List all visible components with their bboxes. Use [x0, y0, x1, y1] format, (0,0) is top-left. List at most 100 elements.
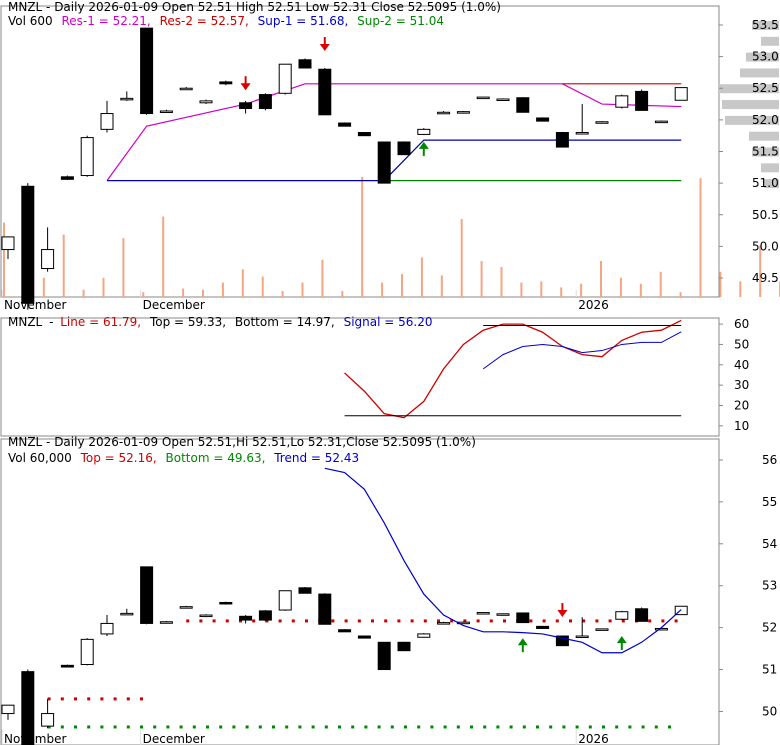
candle-body: [575, 635, 589, 639]
price-chart-title: MNZL - Daily 2026-01-09 Open 52.51 High …: [8, 0, 501, 14]
price-volume-panel: 53.5 53.0 52.5 52.0 51.5 51.0 50.5 50.0 49.5 Nov…: [0, 0, 780, 312]
volume-profile-bar: [725, 115, 779, 125]
top-level-dot: [291, 619, 295, 623]
top-level-dot: [648, 619, 652, 623]
top-level-dot: [437, 619, 440, 623]
candle-body: [595, 628, 609, 631]
volume-profile-bar: [719, 84, 779, 94]
candle-body: [338, 629, 352, 633]
buy-arrow-head: [616, 636, 627, 644]
oscillator-name: MNZL: [8, 315, 43, 329]
candle-body: [674, 87, 688, 101]
candle-body: [21, 671, 35, 745]
candle-body: [615, 611, 629, 620]
candle-body: [516, 97, 530, 113]
candle-body: [219, 81, 233, 85]
volume-profile-bar: [740, 68, 779, 78]
volume-bar: [82, 289, 85, 297]
price-tick-label: 50.0: [752, 239, 779, 253]
bottom-level-dot: [641, 725, 645, 729]
bottom-level-dot: [179, 725, 183, 729]
price-tick-label: 50.5: [752, 208, 779, 222]
candle-body: [239, 102, 253, 109]
top-level-dot: [278, 619, 282, 623]
early-level-dot: [100, 697, 104, 701]
top-level-dot: [503, 619, 506, 623]
top-label: Top = 59.33,: [149, 315, 226, 329]
volume-bar: [122, 238, 125, 297]
level-dots: [47, 619, 678, 729]
x-tick-label: December: [143, 732, 205, 745]
trend-tick-label: 56: [762, 453, 777, 467]
price-x-axis: November December 2026: [1, 290, 609, 312]
svg-text:Vol 600 Res-1 = 52.21,: Vol 600 Res-1 = 52.21, Res-2 = 52.57, Su…: [8, 14, 444, 28]
res-sup-lines: [106, 83, 682, 182]
top-level-dot: [186, 619, 190, 623]
trend-vol-label: Vol 60,000: [8, 451, 72, 465]
trend-tick-label: 53: [762, 579, 777, 593]
candle-body: [1, 236, 15, 251]
candle-body: [417, 633, 431, 638]
top-level-dot: [582, 619, 586, 623]
bottom-level-dot: [351, 725, 355, 729]
bottom-level-dot: [298, 725, 302, 729]
price-y-axis: 53.5 53.0 52.5 52.0 51.5 51.0 50.5 50.0 49.5: [719, 18, 779, 285]
candle-body: [476, 96, 490, 100]
bottom-level-dot: [74, 725, 77, 729]
top-level-dot: [555, 619, 559, 623]
candle-body: [140, 27, 154, 115]
volume-bar: [580, 283, 583, 297]
top-level-dot: [423, 619, 427, 623]
line-sup-1: [107, 139, 682, 182]
bottom-level-dot: [311, 725, 315, 729]
trend-panel: 56 55 54 53 52 51 50 November December 2026 MNZL…: [0, 435, 777, 745]
volume-profile-bar: [746, 52, 779, 62]
oscillator-tick-label: 40: [734, 358, 749, 372]
bottom-level-dot: [509, 725, 513, 729]
candle-body: [318, 68, 332, 116]
bottom-level-dot: [206, 725, 209, 729]
oscillator-y-axis: 60 50 40 30 20 10: [719, 317, 749, 433]
volume-bar: [102, 277, 105, 297]
trend-tick-label: 50: [762, 704, 777, 718]
candle-body: [357, 132, 371, 137]
early-level-dot: [47, 697, 51, 701]
bottom-level-dot: [536, 725, 539, 729]
res1-label: Res-1 = 52.21,: [62, 14, 151, 28]
candle-body: [357, 635, 371, 639]
x-tick-label: December: [143, 298, 205, 312]
volume-bar: [679, 292, 682, 297]
top-level-dot: [252, 619, 256, 623]
bottom-label: Bottom = 14.97,: [235, 315, 335, 329]
x-tick-label: November: [4, 732, 66, 745]
candle-body: [140, 566, 154, 624]
oscillator-tick-label: 60: [734, 317, 749, 331]
volume-profile-bar: [752, 147, 779, 157]
candle-body: [377, 141, 391, 184]
bottom-level-dot: [668, 725, 671, 729]
volume-bar: [699, 178, 702, 297]
volume-bar: [719, 271, 722, 297]
top-level-dot: [542, 619, 546, 623]
volume-bar: [401, 274, 403, 297]
sup2-label: Sup-2 = 51.04: [357, 14, 444, 28]
svg-text:Vol 60,000 Top = 52.16,: Vol 60,000 Top = 52.16, Bottom = 49.63, …: [8, 451, 359, 465]
candle-body: [219, 601, 233, 605]
volume-profile-bar: [764, 179, 779, 189]
top-level-dot: [239, 619, 242, 623]
candle-body: [635, 608, 649, 622]
trend-x-axis: November December 2026: [1, 730, 609, 745]
candle-body: [654, 627, 668, 631]
signal-label: Signal = 56.20: [344, 315, 433, 329]
volume-bars: [3, 177, 780, 297]
oscillator-line-line: [344, 319, 682, 419]
top-level-dot: [489, 619, 493, 623]
top-level-dot: [212, 619, 216, 623]
price-tick-label: 53.5: [752, 18, 779, 32]
candle-body: [377, 641, 391, 671]
bottom-level-dot: [549, 725, 553, 729]
top-level-dot: [305, 619, 308, 623]
bottom-level-dot: [417, 725, 421, 729]
candle-body: [159, 621, 173, 624]
